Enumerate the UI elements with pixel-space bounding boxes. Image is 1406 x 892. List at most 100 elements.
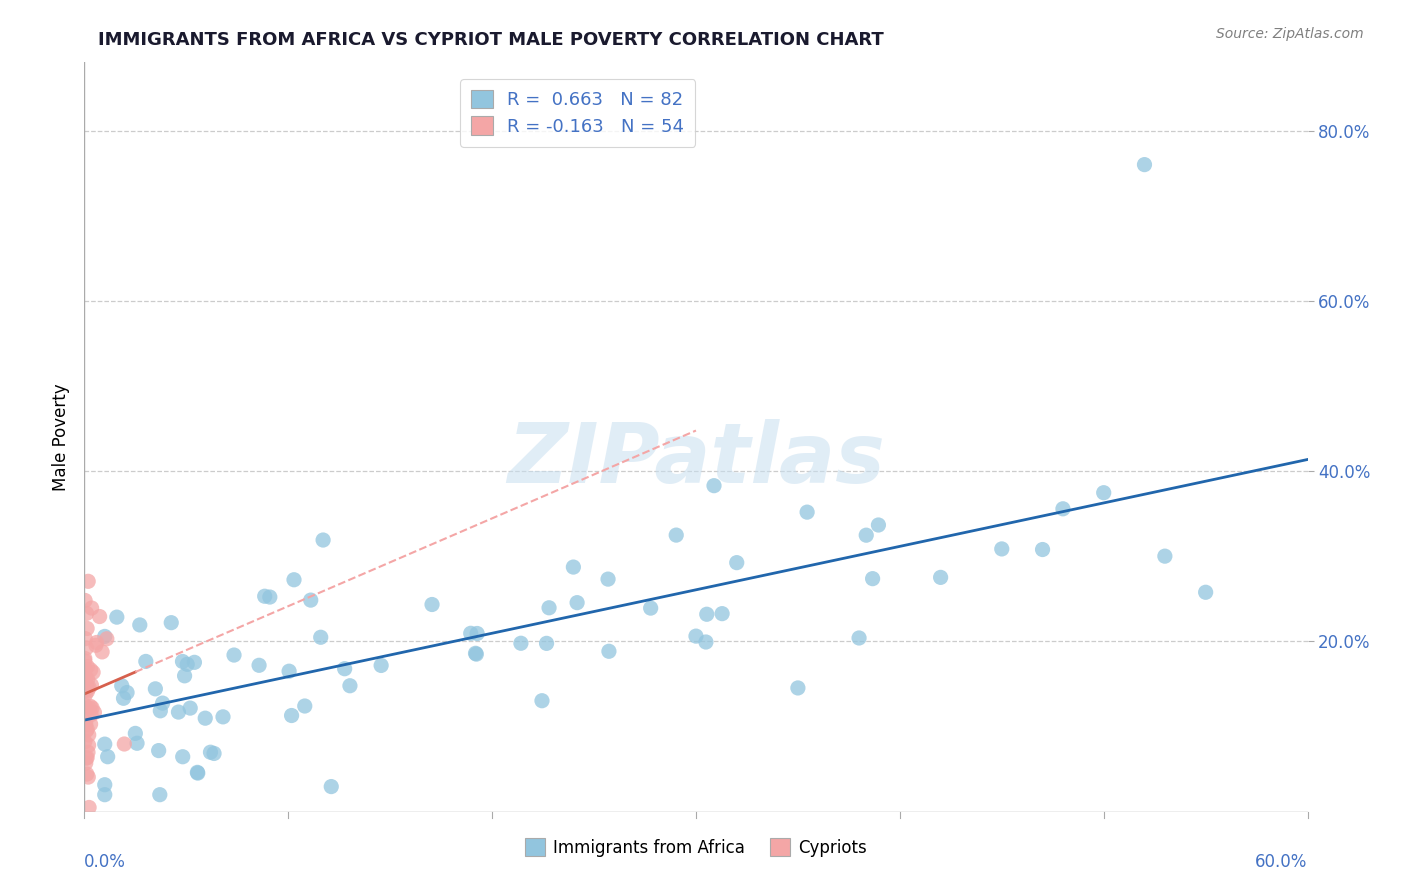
Point (75, 676, 97, 690)
Point (703, 478, 725, 492)
Point (86, 635, 108, 649)
Point (76, 684, 98, 698)
Point (75, 671, 97, 685)
Point (339, 679, 361, 693)
Point (77, 745, 100, 759)
Point (75, 688, 97, 702)
Point (75, 756, 97, 770)
Point (80, 601, 103, 615)
Point (299, 593, 322, 607)
Point (711, 607, 734, 621)
Point (77, 681, 100, 695)
Point (509, 636, 531, 650)
Point (89, 609, 111, 624)
Point (1032, 542, 1054, 557)
Point (82, 665, 104, 680)
Point (173, 669, 195, 683)
Point (105, 610, 128, 624)
Point (183, 656, 205, 670)
Point (128, 618, 150, 632)
Point (465, 626, 488, 640)
Point (125, 736, 148, 750)
Point (76, 723, 98, 737)
Point (294, 698, 316, 713)
Point (93, 788, 115, 802)
Point (596, 572, 619, 586)
Point (247, 658, 270, 673)
Point (73, 673, 96, 687)
Point (1195, 585, 1218, 599)
Point (598, 644, 620, 658)
Point (152, 696, 174, 710)
Point (991, 541, 1014, 556)
Point (200, 745, 222, 759)
Point (536, 636, 558, 650)
Point (460, 626, 482, 640)
Point (77, 728, 100, 742)
Point (868, 518, 890, 533)
Point (76, 673, 98, 687)
Point (145, 681, 167, 696)
Point (77, 574, 100, 589)
Point (77, 770, 100, 784)
Point (75, 676, 97, 690)
Point (80, 678, 103, 692)
Point (115, 685, 138, 699)
Point (73, 683, 96, 698)
Point (135, 655, 157, 669)
Point (76, 702, 98, 716)
Point (77, 739, 100, 753)
Point (79, 663, 101, 677)
Point (1092, 485, 1115, 500)
Point (167, 705, 190, 719)
Text: IMMIGRANTS FROM AFRICA VS CYPRIOT MALE POVERTY CORRELATION CHART: IMMIGRANTS FROM AFRICA VS CYPRIOT MALE P… (98, 31, 884, 49)
Point (855, 528, 877, 542)
Point (112, 691, 135, 706)
Point (194, 711, 217, 725)
Point (160, 615, 183, 630)
Point (696, 607, 718, 622)
Point (530, 694, 553, 708)
Point (76, 622, 98, 636)
Point (562, 560, 585, 574)
Text: 0.0%: 0.0% (84, 853, 127, 871)
Point (93, 629, 115, 643)
Point (309, 630, 332, 644)
Point (75, 716, 97, 731)
Point (76, 640, 98, 655)
Point (73, 662, 96, 676)
Point (1052, 501, 1074, 516)
Point (172, 749, 194, 764)
Point (465, 647, 488, 661)
Point (172, 655, 194, 669)
Point (75, 718, 97, 732)
Point (685, 629, 707, 643)
Point (79, 717, 101, 731)
Point (1133, 158, 1156, 172)
Point (84, 638, 107, 652)
Point (149, 704, 172, 718)
Point (312, 533, 335, 547)
Point (76, 767, 98, 781)
Point (73, 674, 96, 689)
Legend: Immigrants from Africa, Cypriots: Immigrants from Africa, Cypriots (519, 832, 873, 863)
Point (76, 607, 98, 621)
Point (75, 632, 97, 646)
Point (75, 723, 97, 738)
Point (111, 679, 134, 693)
Point (862, 572, 884, 586)
Point (202, 747, 225, 761)
Point (695, 635, 717, 649)
Point (420, 598, 443, 612)
Point (75, 669, 97, 683)
Point (222, 648, 245, 662)
Point (97, 749, 120, 764)
Point (73, 734, 96, 748)
Point (725, 556, 748, 570)
Point (76, 680, 98, 694)
Point (665, 528, 688, 542)
Point (83, 706, 105, 720)
Point (929, 570, 952, 584)
Point (538, 600, 561, 615)
Point (73, 698, 96, 713)
